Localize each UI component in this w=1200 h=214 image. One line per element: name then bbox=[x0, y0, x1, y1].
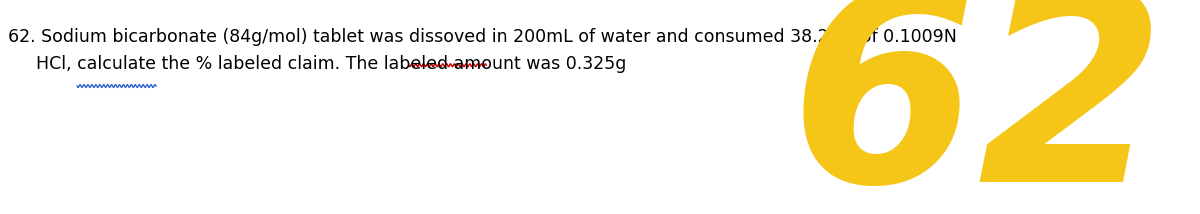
Text: 62: 62 bbox=[790, 0, 1166, 214]
Text: dissoved: dissoved bbox=[8, 28, 85, 46]
Text: 62. Sodium bicarbonate (84g/mol) tablet was dissoved in 200mL of water and consu: 62. Sodium bicarbonate (84g/mol) tablet … bbox=[8, 28, 956, 46]
Text: calculate: calculate bbox=[36, 55, 115, 73]
Text: HCl, calculate the % labeled claim. The labeled amount was 0.325g: HCl, calculate the % labeled claim. The … bbox=[36, 55, 626, 73]
Text: HCl,: HCl, bbox=[36, 55, 77, 73]
Text: 62. Sodium bicarbonate (84g/mol) tablet was: 62. Sodium bicarbonate (84g/mol) tablet … bbox=[8, 28, 409, 46]
